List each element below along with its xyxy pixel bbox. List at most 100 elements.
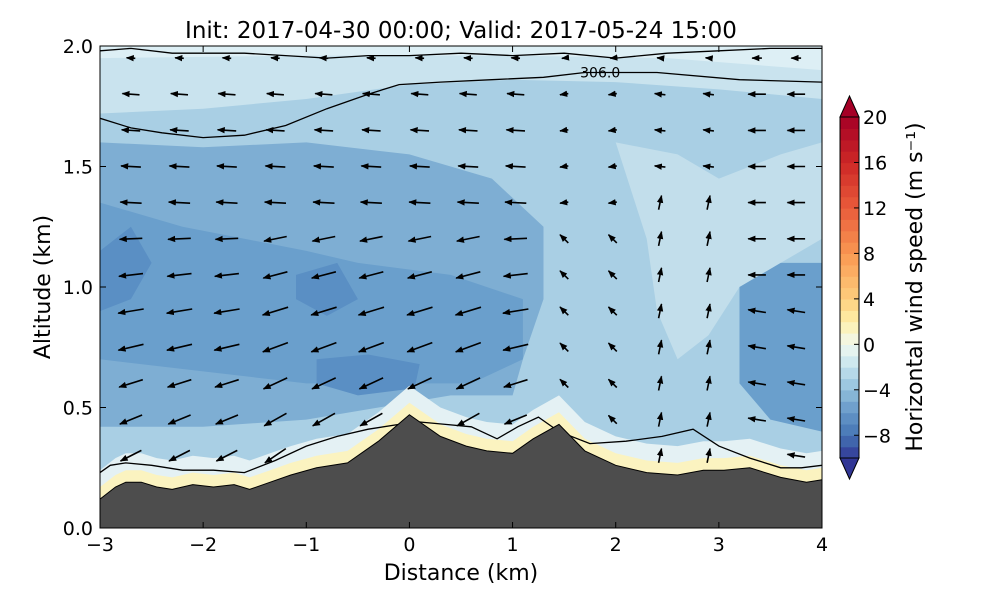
field-band-core-low — [316, 354, 420, 396]
wind-vector — [559, 342, 569, 352]
wind-vector — [504, 199, 527, 206]
y-tick-label: 1.5 — [63, 157, 93, 179]
y-tick-label: 0.0 — [63, 518, 93, 540]
colorbar-tick-label: −4 — [863, 380, 891, 402]
wind-vector — [503, 378, 528, 389]
wind-vector — [310, 271, 337, 280]
wind-vector — [607, 162, 617, 170]
wind-vector — [121, 90, 140, 98]
wind-vector — [502, 272, 528, 279]
wind-vector — [454, 306, 482, 316]
wind-vector — [221, 55, 232, 62]
wind-vector — [359, 235, 383, 243]
x-tick-label: 1 — [507, 534, 519, 556]
wind-vector — [125, 55, 136, 62]
wind-vector — [457, 163, 479, 170]
wind-vector — [559, 270, 569, 280]
wind-vector — [168, 163, 190, 170]
wind-vector — [361, 90, 380, 98]
wind-vector — [266, 90, 284, 98]
wind-vector — [747, 307, 767, 314]
wind-vector — [214, 414, 239, 425]
wind-vector — [358, 271, 384, 280]
wind-vector — [264, 447, 287, 464]
wind-vector — [702, 127, 714, 134]
y-axis: 0.0 0.5 1.0 1.5 2.0 — [63, 36, 822, 540]
colorbar-segment — [840, 264, 859, 277]
plot-area: 306.0 — [99, 45, 823, 529]
colorbar-segment — [840, 333, 859, 345]
field-band-top-edge — [100, 46, 822, 71]
x-tick-label: −2 — [189, 534, 217, 556]
wind-vector — [704, 55, 714, 62]
x-tick-label: 2 — [610, 534, 622, 556]
wind-vector — [167, 199, 191, 206]
wind-vector — [361, 127, 381, 134]
wind-vector — [747, 343, 767, 351]
colorbar-segment — [840, 242, 859, 254]
colorbar: −8 −4 0 4 8 12 16 20 — [839, 94, 891, 481]
wind-vector — [607, 126, 617, 134]
contour-306 — [100, 71, 822, 139]
wind-vector — [407, 235, 432, 243]
wind-vector — [705, 447, 712, 463]
wind-vector — [456, 199, 479, 206]
wind-vector — [607, 342, 618, 352]
wind-vector — [504, 163, 526, 170]
wind-vector — [607, 199, 617, 206]
colorbar-extend-max — [839, 94, 860, 118]
wind-vector — [705, 267, 712, 283]
wind-vector — [262, 271, 288, 280]
wind-vector — [506, 90, 525, 98]
wind-vector — [705, 194, 712, 210]
wind-vector — [653, 163, 666, 170]
wind-vector — [166, 272, 192, 279]
wind-vector — [263, 199, 287, 206]
wind-vector — [609, 54, 618, 61]
field-band-top — [100, 46, 822, 114]
colorbar-segment — [840, 310, 859, 323]
wind-vector — [502, 308, 529, 316]
wind-vector — [656, 447, 664, 463]
colorbar-segment — [840, 344, 859, 357]
wind-vector — [357, 341, 385, 353]
colorbar-segment — [840, 412, 859, 425]
wind-vector — [410, 90, 429, 98]
wind-vector — [747, 416, 767, 423]
wind-vectors — [117, 54, 806, 464]
wind-vector — [263, 412, 287, 427]
wind-vector — [118, 378, 144, 389]
wind-vector — [705, 339, 712, 355]
colorbar-segment — [840, 207, 859, 220]
wind-vector — [653, 127, 666, 134]
colorbar-tick-label: 0 — [863, 334, 875, 356]
colorbar-segment — [840, 423, 859, 436]
wind-vector — [559, 234, 569, 244]
wind-vector — [559, 162, 569, 170]
field-band-surface-yellow — [100, 402, 822, 500]
colorbar-tick-label: 12 — [863, 198, 887, 220]
colorbar-label: Horizontal wind speed (m s⁻¹) — [903, 122, 928, 451]
wind-vector — [117, 308, 144, 316]
colorbar-segment — [840, 378, 859, 391]
wind-vector — [265, 127, 285, 134]
wind-vector — [313, 163, 334, 170]
wind-vector — [607, 270, 618, 280]
wind-vector — [166, 343, 193, 352]
wind-vector — [561, 54, 570, 61]
wind-vector — [503, 235, 528, 243]
x-axis: −3 −2 −1 0 1 2 3 4 — [86, 46, 828, 556]
wind-vector — [559, 378, 569, 389]
colorbar-segment — [840, 117, 859, 129]
wind-vector — [456, 235, 480, 243]
wind-vector — [559, 90, 569, 97]
wind-vector — [406, 306, 433, 316]
y-tick-label: 1.0 — [63, 277, 93, 299]
colorbar-frame — [839, 116, 860, 459]
wind-vector — [456, 412, 480, 427]
colorbar-tick-label: 4 — [863, 289, 875, 311]
wind-vector — [262, 341, 289, 353]
x-tick-label: 3 — [713, 534, 725, 556]
wind-vector — [314, 90, 333, 98]
